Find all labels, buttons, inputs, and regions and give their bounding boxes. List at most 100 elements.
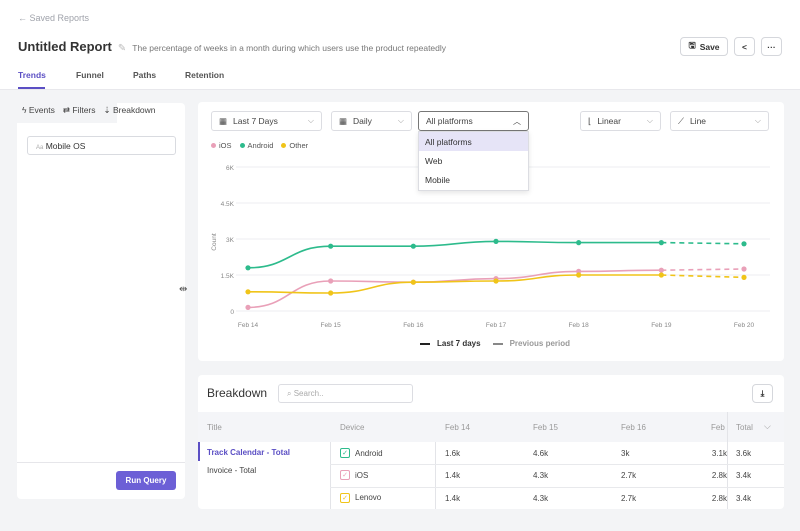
column-header[interactable]: Feb <box>711 423 725 432</box>
column-header[interactable]: Feb 16 <box>621 423 646 432</box>
data-point <box>328 290 334 296</box>
field-value: Mobile OS <box>45 141 86 151</box>
y-tick-label: 6K <box>226 165 235 172</box>
option-mobile[interactable]: Mobile <box>425 175 451 185</box>
column-header[interactable]: Feb 15 <box>533 423 558 432</box>
checkbox[interactable]: ✓ <box>340 470 350 481</box>
table-cell: 3k <box>621 449 630 458</box>
download-button[interactable]: ⤓ <box>752 384 773 403</box>
checkbox[interactable]: ✓ <box>340 492 350 503</box>
data-point <box>328 243 334 249</box>
tab-events[interactable]: ϟ Events <box>22 105 55 115</box>
search-placeholder: Search.. <box>293 389 324 398</box>
table-cell: 2.7k <box>621 471 637 481</box>
table-cell: 1.6k <box>445 449 461 458</box>
chevron-down-icon: ⌵ <box>646 116 653 125</box>
period-legend: Last 7 days Previous period <box>420 339 570 348</box>
legend-android[interactable]: Android <box>239 141 274 150</box>
column-header[interactable]: Total <box>736 423 753 432</box>
legend-label: Android <box>247 141 274 150</box>
scale-select[interactable]: ⌊ Linear ⌵ <box>580 111 661 131</box>
previous-period-line <box>661 241 745 245</box>
table-cell: 3.6k <box>736 449 752 458</box>
option-all-platforms[interactable]: All platforms <box>419 132 528 151</box>
table-row-device: ✓ Lenovo <box>340 492 382 503</box>
tab-trends[interactable]: Trends <box>18 70 46 80</box>
chevron-down-icon: ⌵ <box>307 116 314 125</box>
page-title: Untitled Report <box>18 39 112 54</box>
previous-period-line <box>661 274 745 279</box>
header <box>0 0 800 90</box>
data-point <box>658 267 664 273</box>
tab-retention[interactable]: Retention <box>185 70 225 80</box>
table-cell: 1.4k <box>445 471 461 481</box>
x-tick-label: Feb 15 <box>321 322 342 329</box>
column-header[interactable]: Feb 14 <box>445 423 470 432</box>
edit-pencil-icon[interactable]: ✎ <box>117 43 127 54</box>
interval-value: Daily <box>353 116 372 126</box>
data-point <box>493 278 499 284</box>
selected-indicator <box>198 442 200 461</box>
breakdown-property-field[interactable]: Aa Mobile OS <box>27 136 176 155</box>
option-web[interactable]: Web <box>425 156 443 166</box>
table-cell: 3.1k <box>711 449 727 458</box>
line-chart-icon: ⟋ <box>678 115 684 126</box>
platform-dropdown: All platforms Web Mobile <box>418 131 529 191</box>
data-point <box>410 243 416 249</box>
x-tick-label: Feb 14 <box>238 322 259 329</box>
y-tick-label: 4.5K <box>221 201 235 208</box>
series-line-ios <box>247 269 662 309</box>
tab-funnel[interactable]: Funnel <box>76 70 104 80</box>
tab-paths[interactable]: Paths <box>133 70 157 80</box>
tab-breakdown[interactable]: ⇣ Breakdown <box>103 105 156 115</box>
column-divider <box>727 412 728 509</box>
legend-dot <box>211 143 216 148</box>
chart-type-value: Line <box>689 116 707 126</box>
legend-other[interactable]: Other <box>281 141 308 150</box>
column-header[interactable]: Device <box>340 423 365 432</box>
title-item-track-calendar[interactable]: Track Calendar - Total <box>207 448 290 457</box>
date-range-select[interactable]: ▦ Last 7 Days ⌵ <box>211 111 322 131</box>
share-button[interactable]: < <box>734 37 755 56</box>
text-type-icon: Aa <box>36 145 44 151</box>
legend-label: Last 7 days <box>437 339 481 348</box>
interval-select[interactable]: ▦ Daily ⌵ <box>331 111 412 131</box>
y-tick-label: 3K <box>226 237 235 244</box>
more-button[interactable]: ··· <box>761 37 782 56</box>
chart-type-select[interactable]: ⟋ Line ⌵ <box>670 111 769 131</box>
legend-ios[interactable]: iOS <box>211 141 232 150</box>
checkbox[interactable]: ✓ <box>340 448 350 458</box>
calendar-icon: ▦ <box>339 115 348 126</box>
table-cell: 4.6k <box>533 449 549 458</box>
data-point <box>658 240 664 246</box>
save-button[interactable]: 🖫 Save <box>680 37 728 56</box>
chart-legend: iOS Android Other <box>211 141 308 150</box>
series-line-other <box>247 274 662 294</box>
breakdown-label: Breakdown <box>112 105 156 115</box>
divider <box>17 462 185 463</box>
breakdown-title: Breakdown <box>207 386 268 400</box>
back-label: Saved Reports <box>29 13 90 23</box>
resize-handle-icon[interactable]: ⇹ <box>179 284 188 295</box>
previous-period-line <box>661 268 745 271</box>
column-header[interactable]: Title <box>207 423 222 432</box>
left-tabs: ϟ Events ⇄ Filters ⇣ Breakdown <box>22 105 156 116</box>
table-cell: 2.7k <box>621 493 637 503</box>
x-tick-label: Feb 18 <box>569 322 590 329</box>
data-point <box>410 279 416 285</box>
series-line-android <box>247 240 662 269</box>
breakdown-search-input[interactable]: ⌕ Search.. <box>278 384 413 403</box>
tab-filters[interactable]: ⇄ Filters <box>62 105 96 115</box>
column-divider <box>330 442 331 509</box>
chevron-down-icon[interactable]: ⌵ <box>764 421 771 431</box>
back-link[interactable]: ← Saved Reports <box>18 13 90 23</box>
platform-select[interactable]: All platforms ︿ <box>418 111 529 131</box>
table-cell: 4.3k <box>533 471 549 481</box>
table-cell: 3.4k <box>736 493 752 503</box>
device-name: Lenovo <box>355 493 382 503</box>
scale-value: Linear <box>597 116 621 126</box>
left-panel <box>17 103 185 499</box>
title-item-invoice[interactable]: Invoice - Total <box>207 466 257 475</box>
data-point <box>576 240 582 246</box>
run-query-button[interactable]: Run Query <box>116 471 176 490</box>
